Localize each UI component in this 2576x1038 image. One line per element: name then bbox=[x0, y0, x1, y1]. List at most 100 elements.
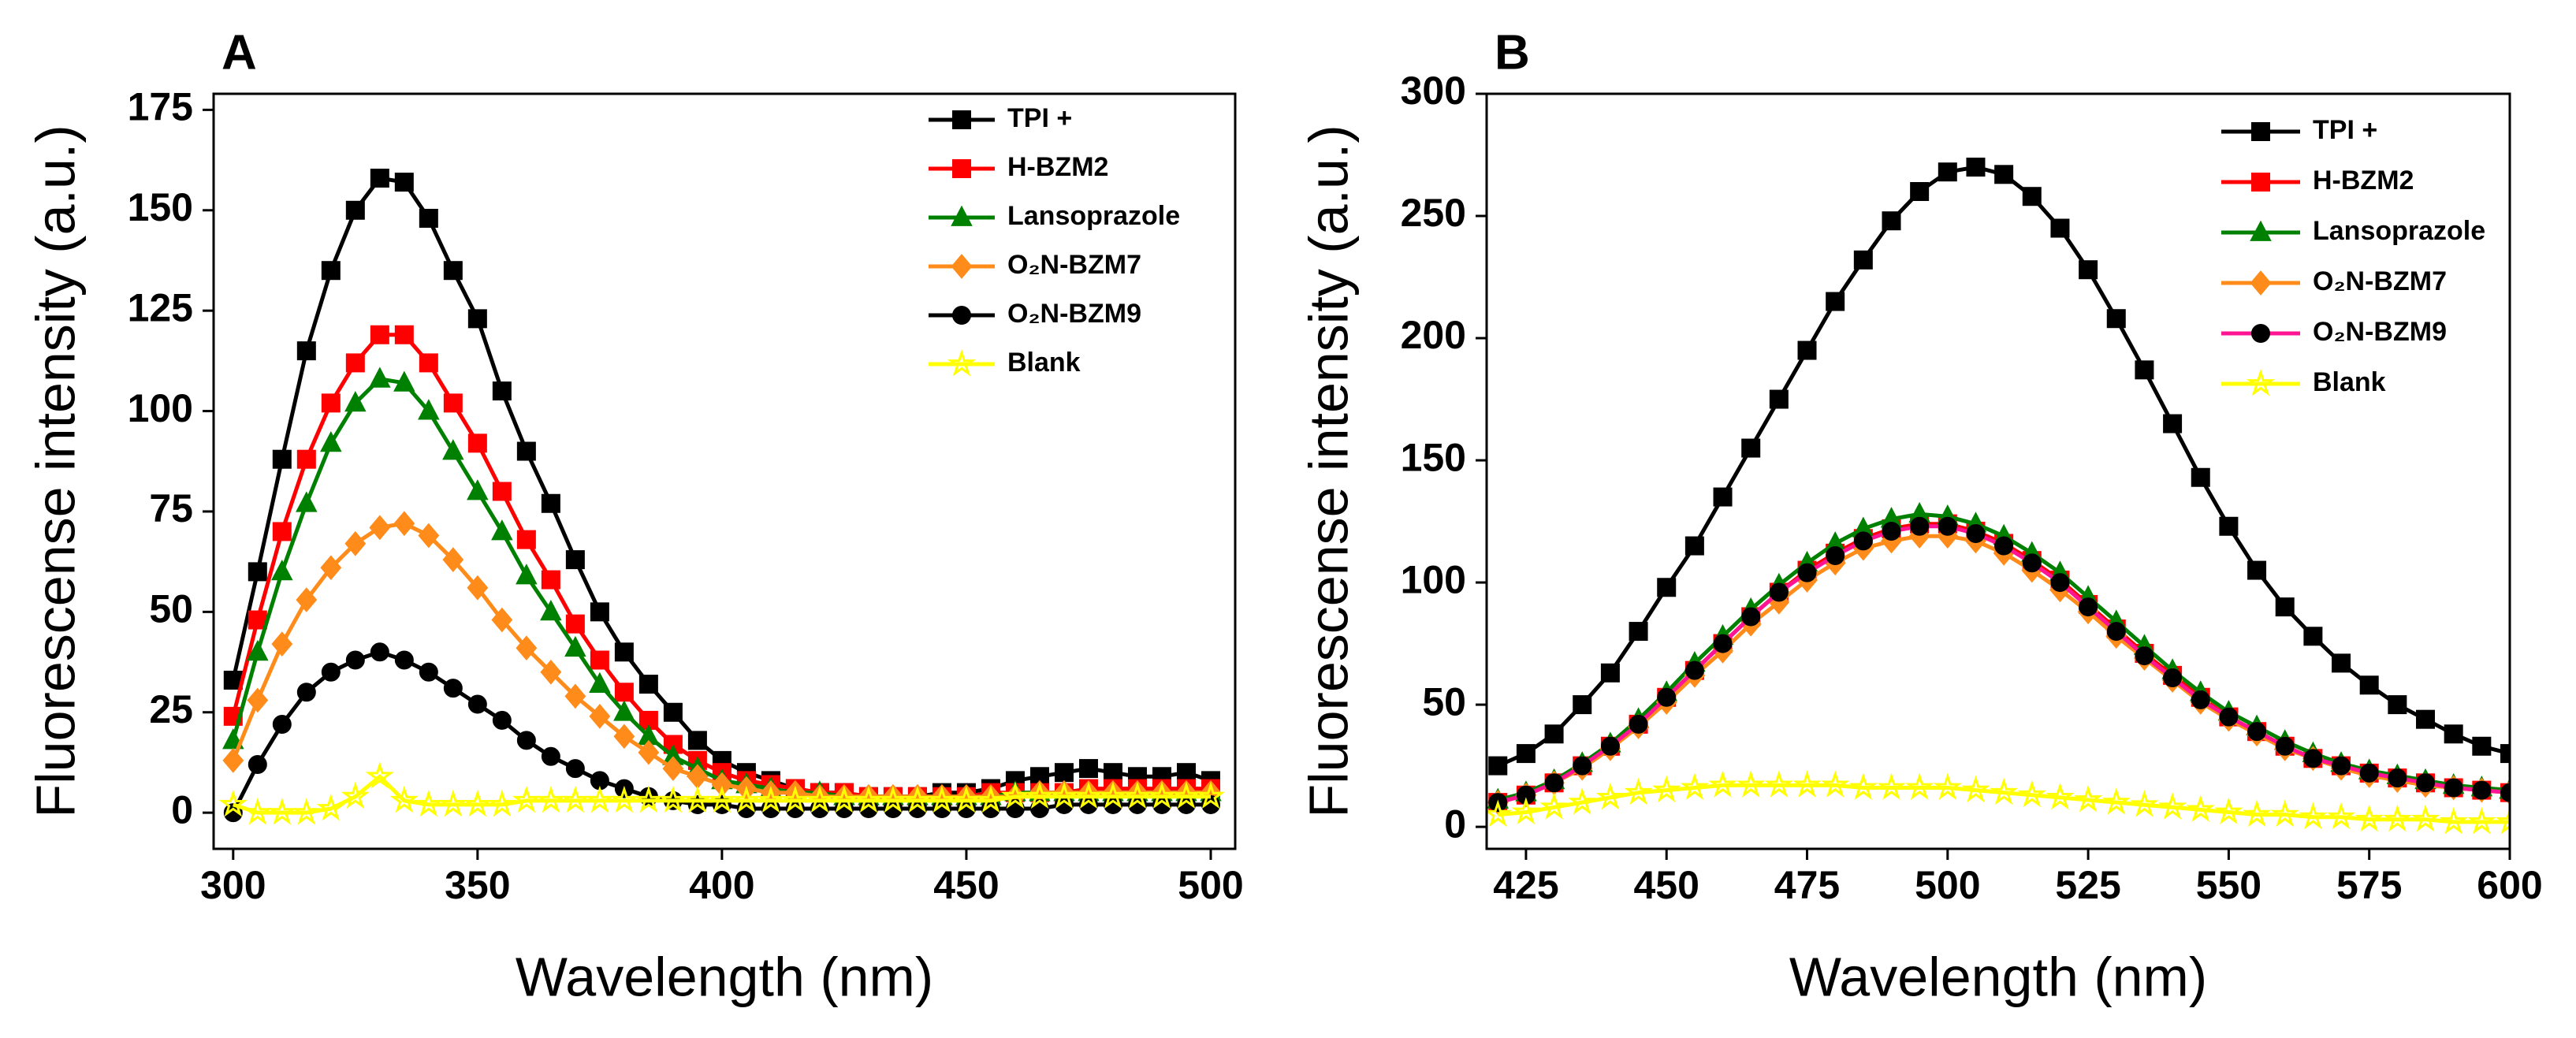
marker bbox=[2303, 749, 2323, 768]
marker bbox=[414, 789, 443, 817]
x-tick-label: 550 bbox=[2196, 863, 2261, 907]
marker bbox=[1764, 770, 1794, 798]
marker bbox=[2416, 773, 2436, 793]
marker bbox=[320, 555, 342, 581]
marker bbox=[467, 309, 487, 329]
marker bbox=[247, 639, 269, 661]
marker bbox=[316, 793, 345, 821]
marker bbox=[393, 370, 415, 392]
marker bbox=[345, 200, 365, 220]
marker bbox=[2219, 707, 2239, 727]
marker bbox=[780, 785, 810, 813]
marker bbox=[321, 393, 341, 413]
marker bbox=[1966, 524, 1986, 544]
x-tick-label: 525 bbox=[2055, 863, 2120, 907]
y-tick-label: 150 bbox=[1401, 435, 1466, 479]
marker bbox=[1680, 772, 1710, 801]
marker bbox=[613, 700, 635, 721]
marker bbox=[491, 607, 513, 633]
marker bbox=[1826, 292, 1845, 311]
marker bbox=[903, 785, 932, 813]
marker bbox=[662, 756, 684, 781]
marker bbox=[2500, 744, 2510, 764]
legend-label: H-BZM2 bbox=[1007, 152, 1108, 182]
x-tick-label: 450 bbox=[933, 863, 999, 907]
legend-marker bbox=[2251, 122, 2270, 141]
marker bbox=[565, 550, 585, 570]
marker bbox=[1910, 516, 1930, 536]
marker bbox=[609, 785, 639, 813]
marker bbox=[271, 560, 293, 581]
marker bbox=[1600, 736, 1620, 756]
marker bbox=[1961, 775, 1990, 803]
marker bbox=[2073, 784, 2103, 813]
series-line bbox=[1497, 534, 2510, 805]
marker bbox=[1741, 438, 1761, 458]
marker bbox=[2191, 467, 2210, 487]
legend-marker bbox=[947, 348, 977, 377]
marker bbox=[491, 519, 513, 541]
marker bbox=[492, 482, 512, 501]
marker bbox=[389, 785, 419, 813]
marker bbox=[2186, 794, 2215, 822]
marker bbox=[1994, 536, 2014, 556]
marker bbox=[394, 325, 414, 344]
marker bbox=[320, 430, 342, 452]
marker bbox=[2135, 360, 2154, 380]
marker bbox=[1882, 211, 1901, 231]
marker bbox=[1624, 777, 1653, 805]
marker bbox=[638, 739, 660, 765]
marker bbox=[1708, 770, 1737, 798]
x-tick-label: 350 bbox=[445, 863, 510, 907]
marker bbox=[1821, 770, 1850, 798]
marker bbox=[2275, 736, 2295, 756]
series-line bbox=[1497, 165, 2510, 768]
marker bbox=[296, 587, 318, 612]
marker bbox=[248, 562, 267, 582]
y-tick-label: 300 bbox=[1401, 69, 1466, 113]
plot-area bbox=[1487, 158, 2510, 835]
marker bbox=[271, 631, 293, 657]
marker bbox=[1516, 744, 1536, 764]
marker bbox=[634, 785, 664, 813]
legend-marker bbox=[2250, 270, 2272, 296]
marker bbox=[2101, 787, 2131, 815]
marker bbox=[2472, 736, 2492, 756]
y-tick-label: 200 bbox=[1401, 313, 1466, 357]
marker bbox=[467, 694, 487, 714]
marker bbox=[1792, 770, 1822, 798]
marker bbox=[829, 785, 859, 813]
marker bbox=[296, 449, 316, 469]
marker bbox=[854, 785, 884, 813]
marker bbox=[2495, 806, 2510, 835]
marker bbox=[589, 672, 611, 693]
marker bbox=[492, 381, 512, 401]
marker bbox=[419, 353, 438, 373]
marker bbox=[1544, 724, 1564, 744]
marker bbox=[442, 547, 464, 572]
series-line bbox=[1497, 522, 2510, 805]
legend-marker bbox=[951, 254, 973, 279]
marker bbox=[1103, 763, 1122, 783]
legend-label: Blank bbox=[1007, 348, 1081, 378]
marker bbox=[2332, 653, 2351, 673]
marker bbox=[1713, 487, 1733, 507]
marker bbox=[1000, 781, 1030, 809]
legend-marker bbox=[952, 306, 971, 325]
marker bbox=[321, 261, 341, 281]
marker bbox=[1741, 607, 1761, 627]
marker bbox=[805, 785, 835, 813]
marker bbox=[345, 353, 365, 373]
marker bbox=[1966, 158, 1986, 177]
legend-label: H-BZM2 bbox=[2313, 166, 2414, 195]
marker bbox=[663, 702, 683, 722]
marker bbox=[1684, 660, 1704, 680]
marker bbox=[369, 515, 391, 541]
marker bbox=[272, 522, 292, 541]
y-tick-label: 50 bbox=[1422, 679, 1466, 724]
marker bbox=[1853, 531, 1873, 551]
legend-label: TPI + bbox=[1007, 103, 1072, 133]
marker bbox=[2050, 218, 2070, 238]
marker bbox=[345, 650, 365, 670]
